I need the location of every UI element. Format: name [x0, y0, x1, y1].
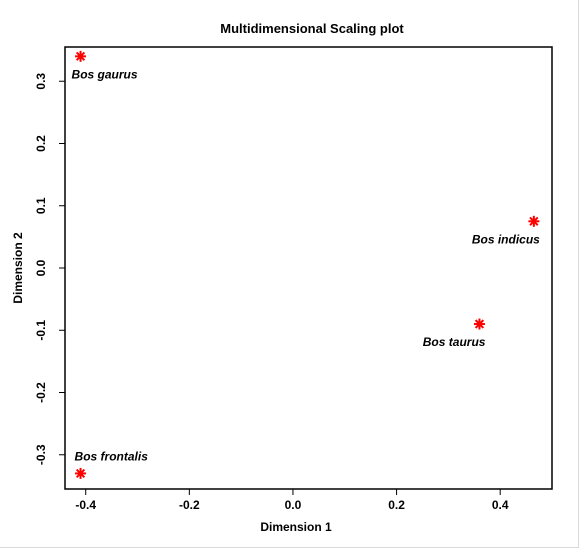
chart-title: Multidimensional Scaling plot — [220, 21, 404, 36]
data-point-label: Bos indicus — [472, 232, 540, 246]
x-tick-label: -0.4 — [75, 498, 96, 512]
data-point-marker — [528, 215, 540, 227]
data-points: Bos gaurus Bos indicus Bos taurus Bos front… — [72, 50, 540, 479]
y-axis: -0.3 -0.2 -0.1 0.0 0.1 0.2 0.3 — [34, 73, 65, 465]
data-point-marker — [75, 467, 87, 479]
y-tick-label: 0.1 — [34, 197, 48, 214]
data-point-label: Bos frontalis — [75, 449, 149, 463]
x-tick-label: -0.2 — [179, 498, 200, 512]
y-tick-label: -0.1 — [34, 320, 48, 341]
x-tick-label: 0.4 — [492, 498, 509, 512]
data-point-marker — [75, 50, 87, 62]
data-point-label: Bos taurus — [423, 335, 486, 349]
x-tick-label: 0.0 — [285, 498, 302, 512]
y-tick-label: -0.3 — [34, 444, 48, 465]
y-tick-label: 0.3 — [34, 73, 48, 90]
y-axis-label: Dimension 2 — [11, 232, 25, 304]
plot-area-border — [64, 46, 553, 490]
x-tick-label: 0.2 — [388, 498, 405, 512]
data-point-marker — [473, 318, 485, 330]
x-axis: -0.4 -0.2 0.0 0.2 0.4 — [75, 489, 509, 512]
y-tick-label: 0.2 — [34, 135, 48, 152]
data-point-label: Bos gaurus — [72, 67, 138, 81]
y-tick-label: 0.0 — [34, 259, 48, 276]
x-axis-label: Dimension 1 — [260, 520, 332, 534]
y-tick-label: -0.2 — [34, 382, 48, 403]
